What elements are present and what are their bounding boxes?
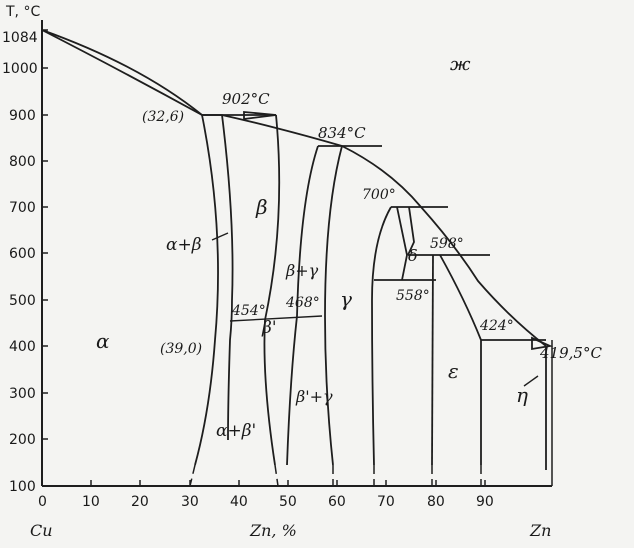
y-tick-label: 900 xyxy=(9,108,36,124)
x-tick-label: 90 xyxy=(476,494,494,510)
y-tick-label: 200 xyxy=(9,432,36,448)
y-axis-title: T, °C xyxy=(5,4,40,20)
alpha-phase-label: α xyxy=(96,329,110,353)
delta-right xyxy=(407,206,415,256)
temp-834-label: 834°C xyxy=(318,124,366,142)
gamma-delta-boundary xyxy=(371,206,392,466)
y-tick-label: 700 xyxy=(9,200,36,216)
x-center-label: Zn, % xyxy=(249,521,297,540)
temp-424-label: 424° xyxy=(479,318,514,334)
gamma-right-boundary xyxy=(324,145,343,466)
gamma-left-boundary xyxy=(286,145,319,466)
y-tick-label: 300 xyxy=(9,386,36,402)
axes: T, °C 1084 1000 900 800 700 600 500 400 … xyxy=(2,4,553,540)
x-tick-label: 80 xyxy=(427,494,445,510)
epsilon-right xyxy=(439,254,482,465)
alpha-betaprime-label: α+β' xyxy=(216,421,256,441)
x-tick-label: 20 xyxy=(131,494,149,510)
temp-468-label: 468° xyxy=(285,295,320,311)
x-left-label: Cu xyxy=(30,521,53,540)
delta-left xyxy=(396,206,408,281)
beta-right-boundary xyxy=(263,114,281,466)
liquid-label: ж xyxy=(450,54,471,75)
betaprime-label: β' xyxy=(261,318,277,338)
point-326-label: (32,6) xyxy=(142,109,184,125)
temp-902-label: 902°C xyxy=(222,90,270,108)
alpha-solidus-curve xyxy=(41,29,203,116)
temp-700-label: 700° xyxy=(362,187,396,203)
beta-dashed-extension xyxy=(274,464,279,487)
x-tick-marks xyxy=(90,480,486,486)
beta-phase-label: β xyxy=(255,195,268,219)
x-tick-label: 70 xyxy=(377,494,395,510)
beta-left-boundary xyxy=(221,114,234,441)
x-tick-label: 30 xyxy=(181,494,199,510)
temp-4195-label: 419,5°C xyxy=(539,344,602,362)
x-right-label: Zn xyxy=(529,521,551,540)
eutectic-419-arrow xyxy=(531,336,554,351)
y-tick-marks xyxy=(42,29,48,440)
x-tick-label: 0 xyxy=(38,494,47,510)
y-tick-label: 1084 xyxy=(2,30,38,46)
eta-phase-label: η xyxy=(516,383,528,407)
epsilon-left xyxy=(431,254,434,466)
betaprime-gamma-label: β'+γ xyxy=(295,387,333,406)
y-tick-label: 400 xyxy=(9,339,36,355)
gamma-phase-label: γ xyxy=(340,287,352,311)
temp-454-label: 454° xyxy=(231,303,266,319)
epsilon-phase-label: ε xyxy=(448,359,459,383)
eta-leader xyxy=(523,375,539,387)
x-tick-label: 50 xyxy=(279,494,297,510)
y-tick-label: 100 xyxy=(9,479,36,495)
beta-gamma-label: β+γ xyxy=(285,261,319,280)
temp-598-label: 598° xyxy=(430,236,464,252)
alpha-boundary xyxy=(194,114,219,466)
liquidus-curve xyxy=(41,29,547,347)
peritectic-902-arrow xyxy=(243,111,277,121)
alpha-beta-leader xyxy=(211,232,229,241)
alpha-dashed-extension xyxy=(189,464,196,487)
x-tick-label: 10 xyxy=(82,494,100,510)
delta-phase-label: δ xyxy=(408,246,418,265)
x-tick-label: 60 xyxy=(328,494,346,510)
temp-558-label: 558° xyxy=(396,288,430,304)
y-tick-label: 600 xyxy=(9,246,36,262)
alpha-beta-label: α+β xyxy=(166,235,202,255)
y-tick-label: 1000 xyxy=(2,61,38,77)
y-tick-label: 500 xyxy=(9,293,36,309)
y-tick-label: 800 xyxy=(9,154,36,170)
point-390-label: (39,0) xyxy=(160,341,202,357)
x-tick-label: 40 xyxy=(230,494,248,510)
order-transition-line xyxy=(229,315,323,322)
